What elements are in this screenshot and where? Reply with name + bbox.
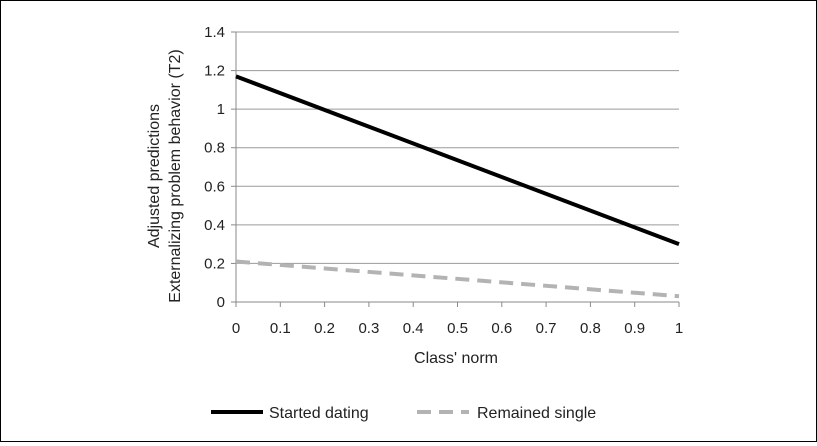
legend-label-started-dating: Started dating xyxy=(269,405,369,422)
axes xyxy=(231,31,680,307)
series-line-remained-single xyxy=(235,259,680,299)
x-tick-label-10: 1 xyxy=(675,320,683,337)
x-tick-label-6: 0.6 xyxy=(491,320,512,337)
y-tick-label-5: 1 xyxy=(217,101,225,118)
legend: Started dating Remained single xyxy=(211,405,596,422)
x-tick-label-9: 0.9 xyxy=(624,320,645,337)
x-tick-label-3: 0.3 xyxy=(358,320,379,337)
x-tick-label-2: 0.2 xyxy=(314,320,335,337)
y-tick-label-3: 0.6 xyxy=(204,178,225,195)
x-tick-label-5: 0.5 xyxy=(447,320,468,337)
series-line-started-dating xyxy=(235,74,680,247)
y-tick-label-2: 0.4 xyxy=(204,217,225,234)
x-tick-label-7: 0.7 xyxy=(536,320,557,337)
x-tick-label-8: 0.8 xyxy=(580,320,601,337)
series-lines xyxy=(235,74,680,299)
x-tick-label-1: 0.1 xyxy=(270,320,291,337)
gridlines xyxy=(236,31,679,264)
y-tick-label-1: 0.2 xyxy=(204,255,225,272)
x-tick-label-4: 0.4 xyxy=(403,320,424,337)
legend-label-remained-single: Remained single xyxy=(477,405,596,422)
y-axis-title-line-2: Externalizing problem behavior (T2) xyxy=(167,49,184,302)
y-tick-label-7: 1.4 xyxy=(204,24,225,41)
x-tick-label-0: 0 xyxy=(232,320,240,337)
y-tick-label-4: 0.8 xyxy=(204,140,225,157)
y-axis-title-line-1: Adjusted predictions xyxy=(146,104,163,248)
y-tick-label-6: 1.2 xyxy=(204,63,225,80)
x-tick-labels: 0 0.1 0.2 0.3 0.4 0.5 0.6 0.7 0.8 0.9 1 xyxy=(232,320,683,337)
x-axis-title: Class' norm xyxy=(414,350,498,367)
y-tick-labels: 0 0.2 0.4 0.6 0.8 1 1.2 1.4 xyxy=(204,24,225,311)
y-tick-label-0: 0 xyxy=(217,294,225,311)
